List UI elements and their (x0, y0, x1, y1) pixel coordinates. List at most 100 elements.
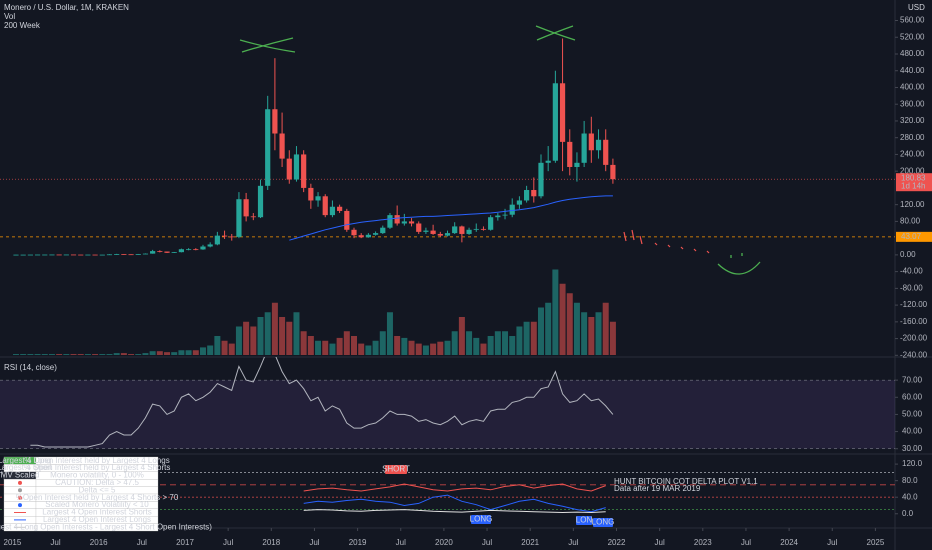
volume-bar (401, 337, 408, 355)
volume-bar (92, 354, 99, 355)
candle-body (337, 206, 343, 211)
volume-bar (379, 331, 386, 355)
volume-bar (149, 351, 156, 355)
volume-bar (228, 343, 235, 355)
volume-bar (365, 345, 372, 355)
y-tick-label: 60.00 (902, 392, 923, 401)
y-tick-label: -200.00 (900, 334, 928, 343)
volume-bar (271, 302, 278, 355)
candle-body (387, 215, 393, 228)
projection-dash (680, 246, 684, 250)
volume-bar (386, 312, 393, 355)
y-tick-label: 70.00 (902, 375, 923, 384)
volume-bar (113, 353, 120, 355)
y-tick-label: 120.00 (900, 200, 925, 209)
volume-bar (329, 343, 336, 355)
candle-body (308, 187, 314, 201)
x-tick-label: 2025 (867, 538, 885, 547)
volume-bar (164, 352, 171, 355)
candle-body (380, 227, 386, 234)
series-line (303, 509, 606, 514)
long-marker (576, 516, 592, 525)
candle-body (243, 199, 249, 217)
table-text: Scaled Monero Volatility < 10 (45, 500, 149, 509)
candle-body (293, 154, 300, 180)
candle-body (437, 233, 443, 236)
candle-body (394, 215, 400, 224)
candle-body (344, 210, 350, 230)
volume-bar (494, 331, 501, 355)
candle-body (207, 244, 213, 247)
axes: 560.00 520.00 480.00 440.00 400.00 360.00 320.… (4, 16, 932, 547)
volume-bar (48, 354, 55, 355)
candle-body (509, 204, 515, 215)
y-tick-label: 0.00 (900, 250, 916, 259)
long-marker (593, 518, 613, 527)
y-tick-label: 560.00 (900, 16, 925, 25)
x-tick-label: 2016 (90, 538, 108, 547)
candle-body (552, 83, 558, 161)
volume-bar (458, 317, 465, 355)
candle-body (13, 254, 19, 256)
candle-body (351, 229, 357, 236)
candle-body (193, 249, 199, 251)
volume-bar (178, 350, 185, 355)
volume-bar (343, 331, 350, 355)
x-tick-label: Jul (827, 538, 837, 547)
table-dot (18, 488, 22, 493)
candle-body (157, 251, 163, 252)
long-label: LON (576, 516, 593, 525)
table-text: CAUTION: Delta > 47.5 (55, 478, 139, 487)
volume-bar (41, 354, 48, 355)
candle-body (358, 235, 364, 238)
volume-bar (142, 353, 149, 355)
y-tick-label: 440.00 (900, 66, 925, 75)
volume-bar (415, 343, 422, 355)
series-line (303, 494, 606, 513)
volume-bar (609, 321, 616, 355)
candle-body (301, 154, 307, 188)
candle-body (610, 164, 616, 180)
candle-body (128, 254, 134, 256)
volume-bar (99, 354, 106, 355)
candle-body (401, 221, 407, 224)
long-label: LONG (470, 515, 493, 524)
volume-bar (27, 354, 34, 355)
last-price-badge (896, 173, 932, 192)
volume-bar (279, 317, 286, 355)
volume-bar (487, 336, 494, 355)
volume-bar (257, 317, 264, 355)
volume-bar (451, 331, 458, 355)
table-text: Largest 4 Open Interest Shorts (42, 508, 151, 517)
candle-body (200, 246, 206, 250)
y-tick-label: 40.0 (902, 492, 918, 501)
candle-body (265, 109, 271, 186)
x-tick-label: Jul (741, 538, 751, 547)
candle-body (150, 251, 156, 254)
candle-body (559, 83, 566, 142)
volume-bar (135, 354, 142, 355)
candle-body (99, 254, 105, 256)
candle-body (56, 254, 62, 256)
table-text: Delta <= 5 (79, 485, 116, 494)
volume-bar (63, 354, 70, 355)
drawing-stroke (241, 37, 294, 53)
y-tick-label: 280.00 (900, 133, 925, 142)
volume-label: Vol (4, 12, 15, 21)
candle-body (581, 133, 587, 163)
projection-dash (639, 235, 643, 245)
y-tick-label: 80.0 (902, 476, 918, 485)
volume-bar (372, 340, 379, 355)
drawing-stroke (535, 25, 576, 41)
volume-bar (214, 336, 221, 355)
table-key: % Largest 4 Long (0, 456, 51, 465)
rsi-line (30, 357, 614, 448)
y-tick-label: 50.00 (902, 410, 923, 419)
drawing (239, 25, 761, 275)
table-text: % Open Interest held by Largest 4 Shorts (24, 463, 171, 472)
plot-title: HUNT BITCOIN COT DELTA PLOT V1.1 (614, 477, 758, 486)
candle-body (106, 254, 113, 256)
drawing-stroke (239, 39, 296, 53)
candle-body (279, 133, 285, 159)
